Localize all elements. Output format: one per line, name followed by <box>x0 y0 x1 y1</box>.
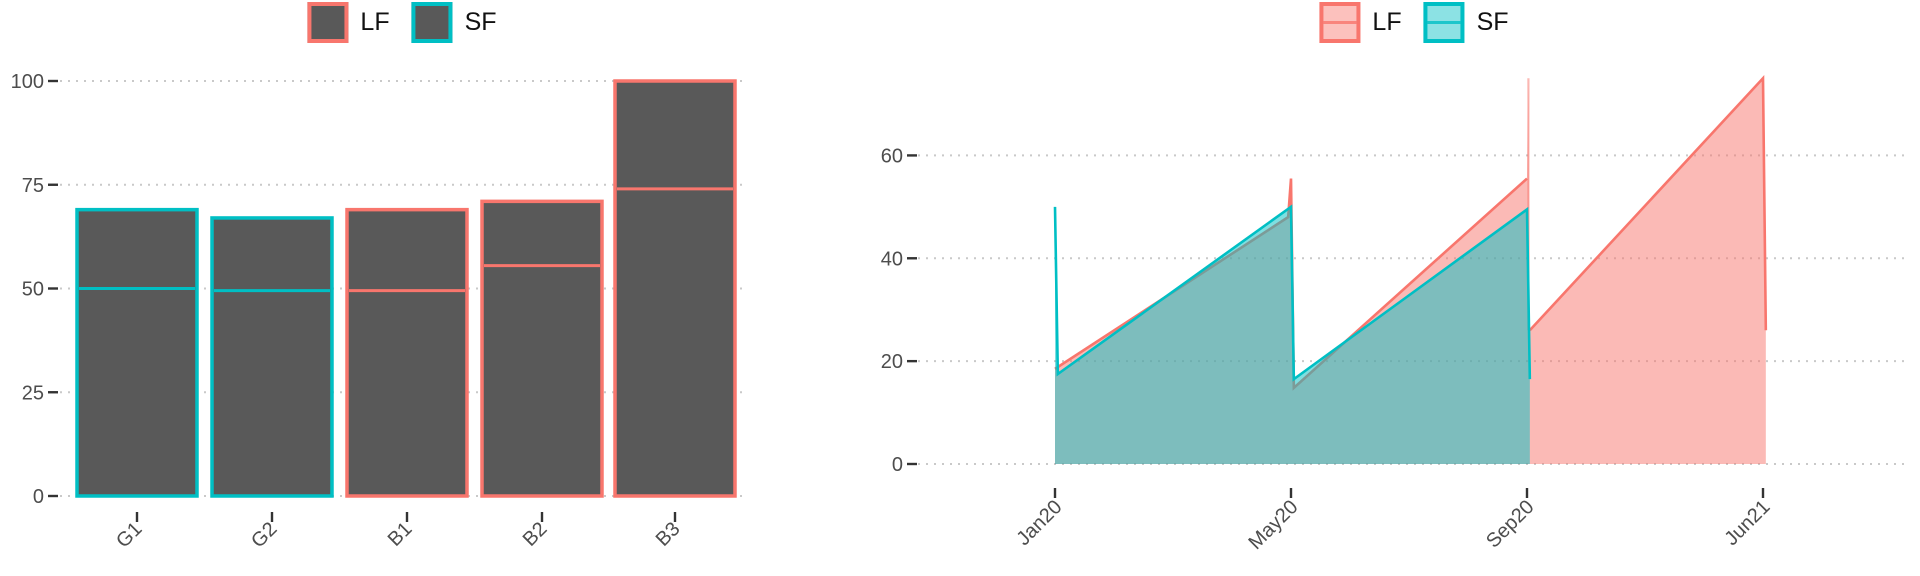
left-chart-legend: LF SF <box>307 2 497 43</box>
bar-B3 <box>613 79 737 498</box>
legend-swatch-sf <box>1423 2 1465 43</box>
x-tick-label: Jan20 <box>1012 496 1066 550</box>
bar-B2 <box>480 199 604 498</box>
bar-rect-G1 <box>75 207 199 498</box>
bar-rect-B1 <box>345 207 469 498</box>
x-tick-label: Sep20 <box>1482 496 1538 552</box>
legend-label-lf: LF <box>1372 8 1402 36</box>
y-tick-label: 20 <box>881 351 903 373</box>
legend-label-sf: SF <box>464 8 497 36</box>
lf-line-end <box>1528 74 1768 332</box>
y-tick-label: 25 <box>22 382 44 404</box>
legend-label-sf: SF <box>1476 8 1509 36</box>
bar-G1 <box>75 207 199 498</box>
y-tick-label: 0 <box>33 486 44 508</box>
y-axis: 0 20 40 60 <box>881 145 917 476</box>
y-tick-label: 50 <box>22 279 44 301</box>
y-axis: 0 25 50 75 100 <box>11 71 58 508</box>
x-tick-label: Jun21 <box>1720 496 1774 550</box>
x-tick-label: May20 <box>1245 496 1303 554</box>
legend-item-lf: LF <box>1319 2 1402 43</box>
bar-rect-B3 <box>613 79 737 498</box>
y-tick-label: 75 <box>22 175 44 197</box>
bar-rect-B2 <box>480 199 604 498</box>
right-area-chart: 0 20 40 60 Jan20 May20 Sep20 Jun21 <box>881 74 1910 554</box>
y-tick-label: 40 <box>881 248 903 270</box>
x-tick-label: G1 <box>112 518 146 552</box>
bar-B1 <box>345 207 469 498</box>
left-bar-chart: 0 25 50 75 100 G1 G2 B1 B2 B3 <box>11 71 748 552</box>
area-series-sf <box>1053 204 1532 464</box>
y-tick-label: 0 <box>892 454 903 476</box>
legend-swatch-sf <box>411 2 453 43</box>
y-tick-label: 100 <box>11 71 44 93</box>
x-axis: Jan20 May20 Sep20 Jun21 <box>1012 488 1775 554</box>
bar-rect-G2 <box>210 216 334 498</box>
right-chart-legend: LF SF <box>1319 2 1509 43</box>
legend-item-sf: SF <box>411 2 497 43</box>
x-axis: G1 G2 B1 B2 B3 <box>112 512 685 552</box>
legend-swatch-lf <box>1319 2 1361 43</box>
legend-line-lf <box>1323 21 1357 24</box>
legend-item-sf: SF <box>1423 2 1509 43</box>
bar-G2 <box>210 216 334 498</box>
y-tick-label: 60 <box>881 145 903 167</box>
x-tick-label: G2 <box>247 518 281 552</box>
x-tick-label: B3 <box>652 518 685 551</box>
legend-label-lf: LF <box>360 8 390 36</box>
legend-swatch-lf <box>307 2 349 43</box>
sf-line <box>1053 204 1532 382</box>
x-tick-label: B1 <box>384 518 417 551</box>
x-tick-label: B2 <box>519 518 552 551</box>
legend-item-lf: LF <box>307 2 390 43</box>
legend-line-sf <box>1427 21 1461 24</box>
